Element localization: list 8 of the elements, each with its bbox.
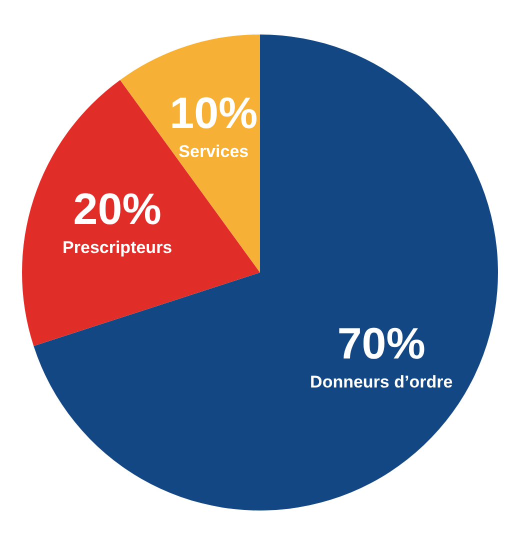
slice-label: Services: [178, 142, 249, 161]
pie-slice: [34, 34, 498, 510]
slice-label: Prescripteurs: [62, 238, 172, 258]
pie-slice: [22, 80, 260, 346]
data-label: 10%: [170, 88, 258, 138]
slice-label: Donneurs d’ordre: [310, 372, 453, 392]
data-label: 70%: [337, 320, 426, 369]
data-label: 20%: [73, 185, 162, 234]
